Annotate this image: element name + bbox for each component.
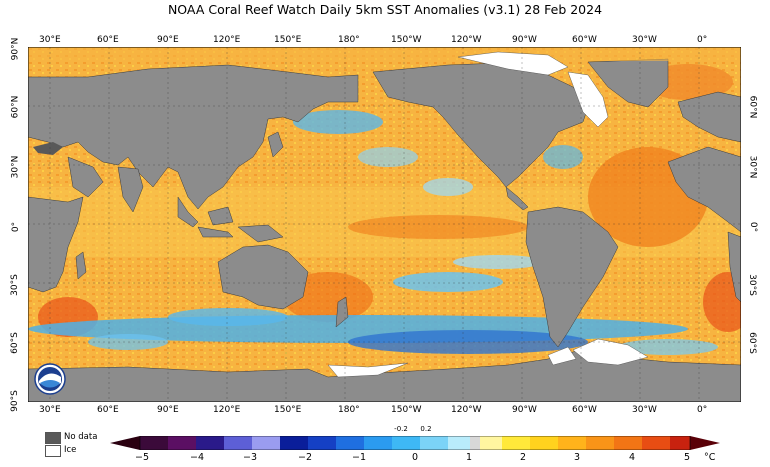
lat-label: 90°S [9, 390, 20, 412]
lon-label: 180° [338, 405, 360, 415]
lat-label: 60°N [10, 95, 21, 119]
nodata-patch [33, 142, 63, 155]
lon-label: 150°E [274, 405, 302, 415]
lon-label: 0° [697, 405, 708, 415]
lon-label: 30°W [632, 35, 657, 45]
lon-label: 150°W [391, 35, 422, 45]
arctic-ice [457, 51, 569, 76]
lon-label: 90°W [512, 405, 537, 415]
antarctic-ice-ross [327, 362, 409, 378]
lon-label: 150°W [391, 405, 422, 415]
colorbar-tick: 3 [573, 452, 581, 463]
colorbar-tick: −4 [189, 452, 205, 463]
lat-label: 30°N [10, 155, 21, 179]
lat-label: 30°S [746, 274, 757, 296]
map-title: NOAA Coral Reef Watch Daily 5km SST Anom… [167, 2, 603, 17]
lat-label: 0° [748, 221, 759, 233]
lon-label: 30°E [39, 405, 61, 415]
colorbar [110, 436, 720, 450]
lat-label: 60°S [9, 332, 20, 354]
australia-landmass [217, 244, 309, 310]
lon-label: 30°E [39, 35, 61, 45]
north-america-landmass [372, 61, 589, 188]
lat-label: 60°N [747, 95, 758, 119]
sst-anomaly-map [28, 47, 741, 402]
nodata-label: No data [64, 432, 98, 442]
colorbar-tick: 1 [465, 452, 473, 463]
lon-label: 90°W [512, 35, 537, 45]
colorbar-tick: 0 [411, 452, 419, 463]
ice-swatch [45, 445, 61, 457]
colorbar-unit: °C [704, 452, 716, 463]
lon-label: 120°E [213, 405, 241, 415]
lon-label: 60°E [97, 35, 119, 45]
eurasia-landmass [28, 64, 359, 210]
ice-label: Ice [64, 445, 77, 455]
lon-label: 90°E [157, 405, 179, 415]
colorbar-tick-pos02: 0.2 [420, 425, 432, 433]
antarctic-ice-weddell [572, 338, 649, 366]
lon-label: 30°W [632, 405, 657, 415]
colorbar-tick: −2 [297, 452, 313, 463]
lat-label: 30°N [747, 155, 758, 179]
lon-label: 60°W [572, 405, 597, 415]
colorbar-tick: −1 [351, 452, 367, 463]
lon-label: 60°W [572, 35, 597, 45]
lon-label: 120°E [213, 35, 241, 45]
colorbar-tick: 4 [628, 452, 636, 463]
lat-label: 30°S [9, 274, 20, 296]
lon-label: 90°E [157, 35, 179, 45]
colorbar-tick: 2 [519, 452, 527, 463]
lat-label: 60°S [746, 332, 757, 354]
nodata-swatch [45, 432, 61, 444]
lon-label: 60°E [97, 405, 119, 415]
lon-label: 120°W [451, 35, 482, 45]
lon-label: 180° [338, 35, 360, 45]
colorbar-tick: 5 [683, 452, 691, 463]
africa-landmass [28, 196, 84, 293]
colorbar-tick-neg02: -0.2 [394, 425, 408, 433]
lon-label: 150°E [274, 35, 302, 45]
noaa-logo-icon [34, 363, 66, 395]
lat-label: 90°N [10, 37, 21, 61]
colorbar-tick: −3 [242, 452, 258, 463]
lon-label: 120°W [451, 405, 482, 415]
lon-label: 0° [697, 35, 708, 45]
lat-label: 0° [11, 221, 22, 233]
south-america-landmass [525, 206, 619, 348]
colorbar-tick: −5 [134, 452, 150, 463]
colorbar-segments [140, 436, 690, 450]
